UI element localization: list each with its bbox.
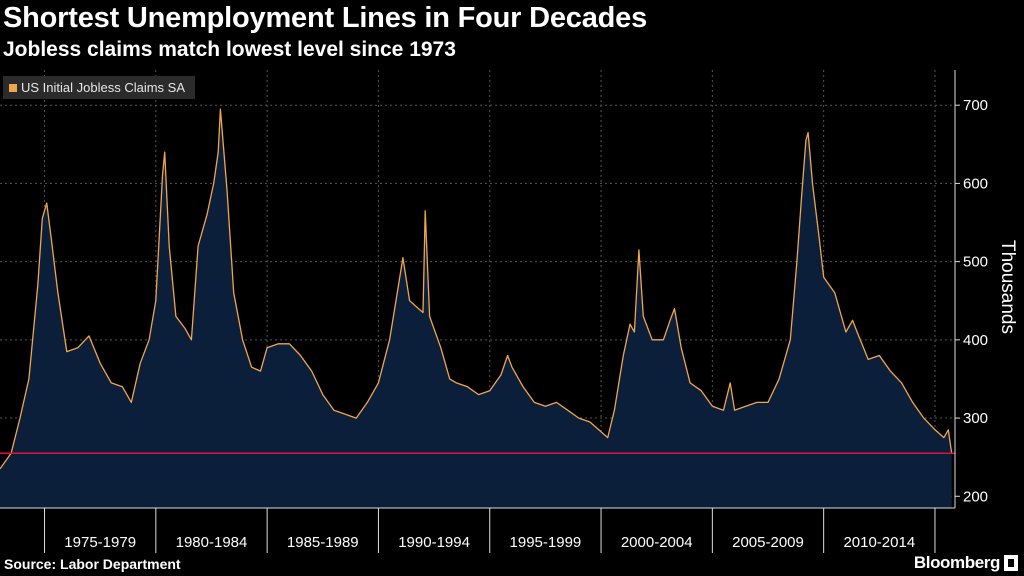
- x-tick-label-1980-1984: 1980-1984: [176, 534, 248, 551]
- y-tick-label-500: 500: [963, 254, 988, 271]
- x-tick-label-2010-2014: 2010-2014: [843, 534, 915, 551]
- series-area: [0, 109, 952, 508]
- y-tick-label-200: 200: [963, 488, 988, 505]
- legend-label: US Initial Jobless Claims SA: [21, 80, 185, 95]
- x-tick-labels: 1975-1979 1980-1984 1985-1989 1990-1994 1995…: [64, 534, 915, 551]
- y-tick-label-400: 400: [963, 332, 988, 349]
- x-tick-label-1975-1979: 1975-1979: [64, 534, 136, 551]
- y-tick-label-300: 300: [963, 410, 988, 427]
- chart-subtitle: Jobless claims match lowest level since …: [3, 38, 456, 61]
- chart-title: Shortest Unemployment Lines in Four Deca…: [3, 2, 648, 34]
- x-tick-label-1995-1999: 1995-1999: [510, 534, 582, 551]
- source-note: Source: Labor Department: [4, 556, 181, 572]
- legend: US Initial Jobless Claims SA: [3, 76, 195, 99]
- x-tick-label-1985-1989: 1985-1989: [287, 534, 359, 551]
- x-tick-label-2005-2009: 2005-2009: [732, 534, 804, 551]
- x-tick-label-2000-2004: 2000-2004: [621, 534, 693, 551]
- y-axis-label: Thousands: [997, 240, 1018, 334]
- series-line: [0, 108, 953, 470]
- legend-swatch: [9, 84, 17, 92]
- y-tick-label-700: 700: [963, 97, 988, 114]
- bloomberg-logo-icon: [1004, 555, 1018, 571]
- y-tick-labels: 200 300 400 500 600 700: [963, 97, 988, 505]
- brand-name: Bloomberg: [913, 553, 1001, 572]
- y-tick-label-600: 600: [963, 175, 988, 192]
- x-tick-label-1990-1994: 1990-1994: [398, 534, 470, 551]
- axes: [0, 70, 960, 553]
